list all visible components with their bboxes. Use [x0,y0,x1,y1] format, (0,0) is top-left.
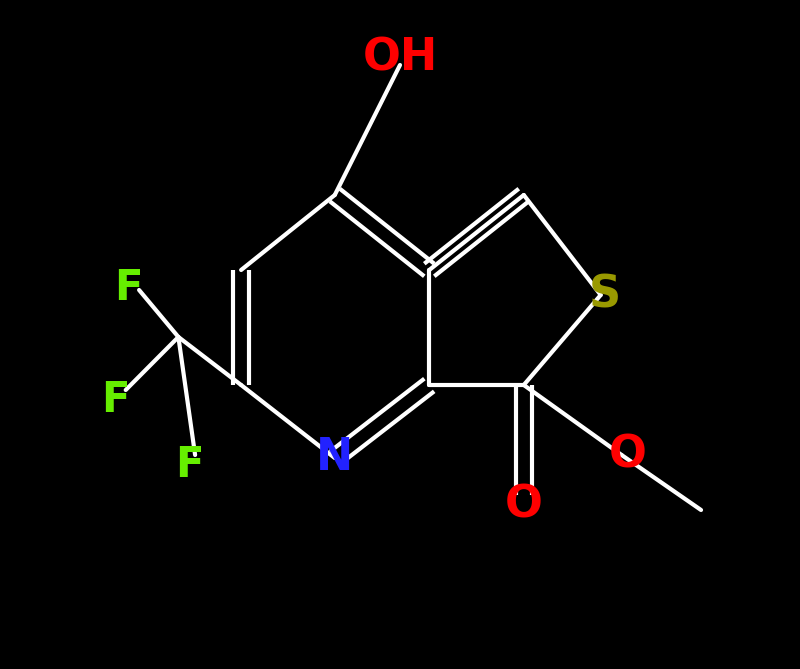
Text: S: S [589,274,621,316]
Text: OH: OH [362,37,438,80]
Text: F: F [102,379,130,421]
Text: N: N [316,436,354,480]
Text: O: O [609,434,646,476]
Text: F: F [175,444,203,486]
Text: O: O [505,484,542,527]
Text: F: F [114,267,142,309]
